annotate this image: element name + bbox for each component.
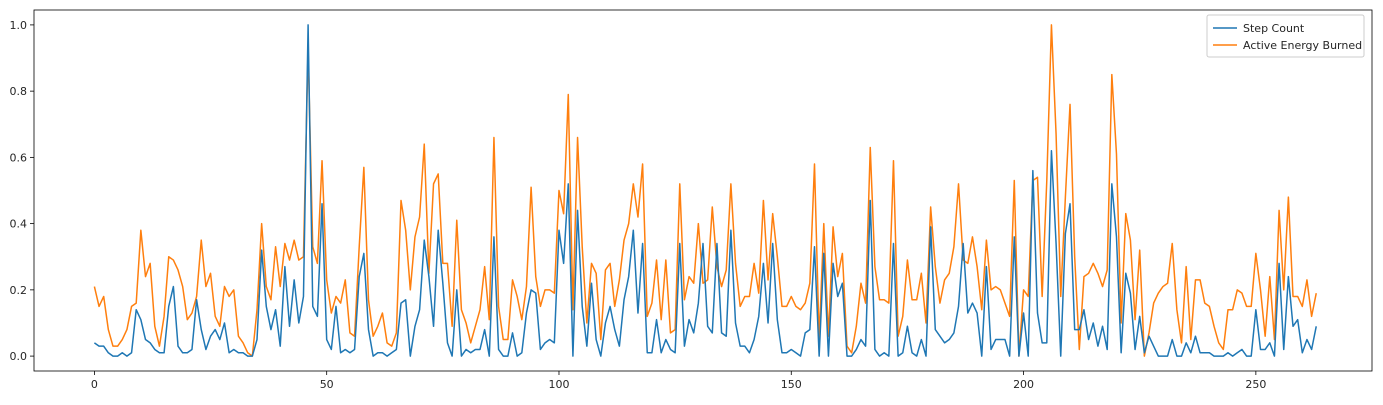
y-axis: 0.0 0.2 0.4 0.6 0.8 1.0 [10,19,34,363]
legend-label: Active Energy Burned [1243,39,1362,52]
x-tick-label: 0 [91,378,98,391]
series-line-step-count [93,24,1317,357]
legend-label: Step Count [1243,22,1305,35]
y-tick-label: 0.8 [10,85,28,98]
y-tick-label: 0.4 [10,218,28,231]
y-tick-label: 1.0 [10,19,28,32]
x-tick-label: 250 [1245,378,1266,391]
legend-box [1206,14,1365,58]
series-layer [93,24,1317,357]
y-tick-label: 0.0 [10,350,28,363]
plot-background [34,10,1372,371]
plot-frame [33,9,1373,372]
x-tick-label: 150 [781,378,802,391]
x-tick-label: 100 [548,378,569,391]
x-tick-label: 200 [1013,378,1034,391]
x-axis: 0 50 100 150 200 250 [91,371,1266,391]
y-tick-label: 0.6 [10,151,28,164]
legend: Step Count Active Energy Burned [1206,14,1365,58]
y-tick-label: 0.2 [10,284,28,297]
x-tick-label: 50 [320,378,334,391]
